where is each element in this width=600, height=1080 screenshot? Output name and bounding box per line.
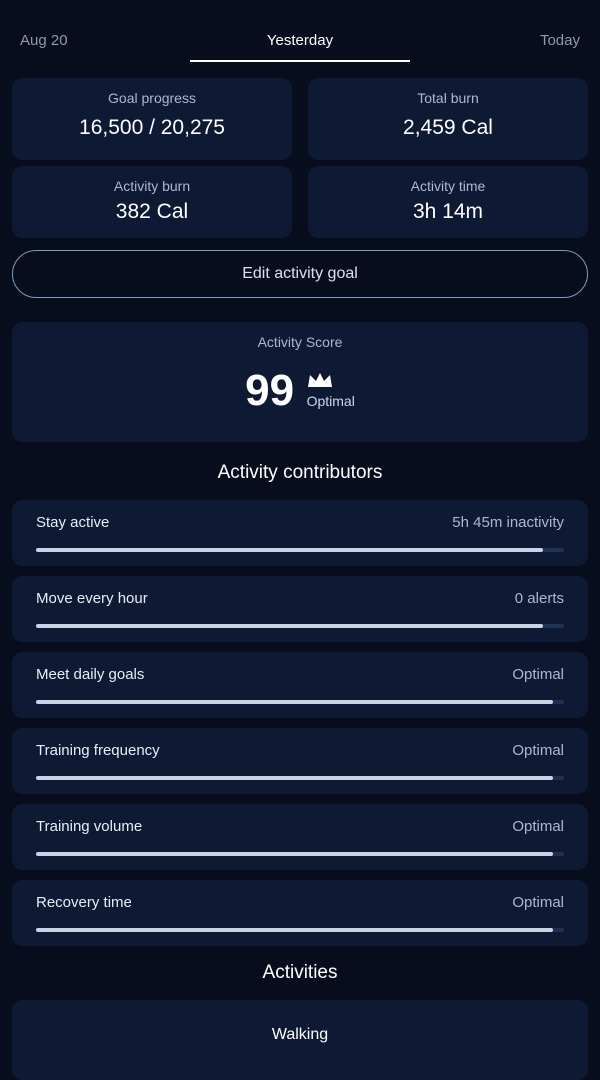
contributor-label: Move every hour: [36, 590, 148, 607]
activity-label: Walking: [271, 1026, 329, 1043]
score-meta: Optimal: [307, 372, 355, 411]
contributor-value: 5h 45m inactivity: [452, 514, 564, 531]
summary-card: Activity time 3h 14m: [308, 166, 588, 238]
progress-track: [36, 548, 564, 552]
card-label: Activity burn: [113, 178, 191, 194]
contributor-label: Training frequency: [36, 742, 160, 759]
progress-track: [36, 852, 564, 856]
card-label: Goal progress: [108, 90, 196, 106]
tab[interactable]: Yesterday: [266, 32, 334, 49]
contributor-card[interactable]: Recovery time Optimal: [12, 880, 588, 946]
card-value: 3h 14m: [412, 200, 484, 223]
progress-track: [36, 700, 564, 704]
contributor-value: Optimal: [512, 666, 564, 683]
score-row: 99 Optimal: [12, 366, 588, 416]
card-label: Activity time: [410, 178, 486, 194]
summary-card: Goal progress 16,500 / 20,275: [12, 78, 292, 160]
section-heading: Activity contributors: [217, 462, 383, 483]
score-card[interactable]: Activity Score 99 Optimal: [12, 322, 588, 442]
progress-fill: [36, 700, 554, 704]
card-label: Total burn: [417, 90, 479, 106]
contributor-label: Recovery time: [36, 894, 132, 911]
tab-indicator: [190, 60, 410, 62]
progress-fill: [36, 776, 554, 780]
card-value: 16,500 / 20,275: [79, 116, 225, 139]
summary-card: Activity burn 382 Cal: [12, 166, 292, 238]
edit-goal-button[interactable]: Edit activity goal: [12, 250, 588, 298]
contributor-card[interactable]: Training volume Optimal: [12, 804, 588, 870]
contributor-label: Stay active: [36, 514, 110, 531]
card-value: 2,459 Cal: [403, 116, 493, 139]
contributor-label: Training volume: [36, 818, 143, 835]
progress-fill: [36, 548, 543, 552]
progress-track: [36, 928, 564, 932]
progress-track: [36, 624, 564, 628]
summary-card: Total burn 2,459 Cal: [308, 78, 588, 160]
contributor-value: Optimal: [512, 894, 564, 911]
contributor-card[interactable]: Stay active 5h 45m inactivity: [12, 500, 588, 566]
card-value: 382 Cal: [115, 200, 189, 223]
contributor-card[interactable]: Training frequency Optimal: [12, 728, 588, 794]
progress-fill: [36, 852, 554, 856]
score-value: 99: [245, 366, 295, 415]
contributor-card[interactable]: Move every hour 0 alerts: [12, 576, 588, 642]
contributor-label: Meet daily goals: [36, 666, 145, 683]
score-status: Optimal: [306, 392, 355, 409]
score-label: Activity Score: [257, 334, 343, 350]
tab[interactable]: Today: [539, 32, 580, 49]
section-heading: Activities: [262, 962, 338, 983]
contributor-value: 0 alerts: [514, 590, 564, 607]
contributor-value: Optimal: [512, 742, 564, 759]
progress-fill: [36, 928, 554, 932]
progress-track: [36, 776, 564, 780]
contributor-value: Optimal: [512, 818, 564, 835]
crown-icon: [307, 372, 332, 387]
tab[interactable]: Aug 20: [20, 32, 68, 49]
activity-card[interactable]: Walking: [12, 1000, 588, 1080]
progress-fill: [36, 624, 543, 628]
contributor-card[interactable]: Meet daily goals Optimal: [12, 652, 588, 718]
